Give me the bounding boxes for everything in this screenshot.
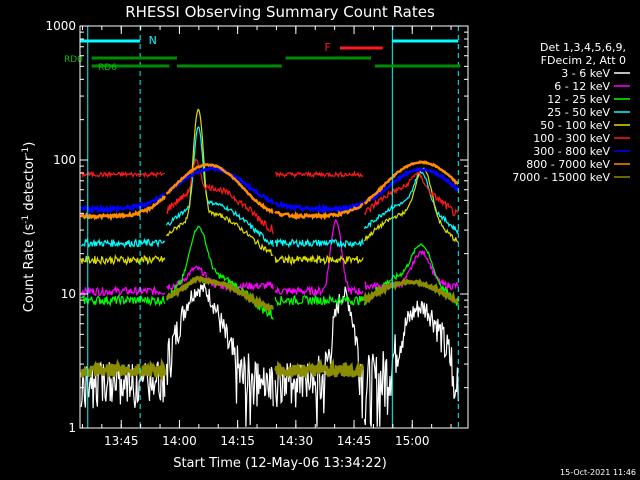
series-line <box>80 192 166 215</box>
rd6-label: RD6 <box>98 63 117 73</box>
y-tick-label: 100 <box>53 153 76 167</box>
series-line <box>363 160 459 205</box>
rd0-label: RD0 <box>64 55 83 65</box>
legend-entry-label: 12 - 25 keV <box>547 93 610 106</box>
legend: Det 1,3,4,5,6,9,FDecim 2, Att 03 - 6 keV… <box>512 41 630 184</box>
series-line <box>79 357 167 383</box>
series-line <box>363 171 459 234</box>
legend-entry-label: 6 - 12 keV <box>554 80 610 93</box>
series-line <box>165 126 274 247</box>
series-line <box>274 286 364 427</box>
timestamp: 15-Oct-2021 11:46 <box>560 468 636 477</box>
legend-entry-label: 50 - 100 keV <box>540 119 610 132</box>
series-line <box>274 199 365 216</box>
series-line <box>363 171 459 217</box>
series-line <box>165 275 275 314</box>
series-layer <box>79 108 460 427</box>
legend-entry-label: 800 - 7000 keV <box>526 158 610 171</box>
legend-header: Det 1,3,4,5,6,9, <box>540 41 626 54</box>
legend-entry-label: 300 - 800 keV <box>533 145 610 158</box>
y-tick-label: 10 <box>61 287 76 301</box>
series-line <box>80 253 166 266</box>
series-line <box>274 237 364 249</box>
x-tick-label: 14:15 <box>220 434 255 448</box>
plot-frame <box>79 25 469 429</box>
x-tick-label: 14:45 <box>337 434 372 448</box>
series-line <box>274 202 364 221</box>
series-line <box>363 300 459 427</box>
x-tick-label: 14:00 <box>162 434 197 448</box>
series-line <box>274 293 364 307</box>
x-tick-label: 15:00 <box>395 434 430 448</box>
series-line <box>81 237 166 249</box>
series-line <box>364 166 460 204</box>
x-tick-label: 13:45 <box>104 434 139 448</box>
series-line <box>274 358 364 379</box>
series-line <box>362 277 460 306</box>
y-axis-label: Count Rate (s-1 detector-1) <box>21 142 37 313</box>
series-line <box>80 360 166 409</box>
flare-label: F <box>324 41 330 54</box>
legend-entry-label: 3 - 6 keV <box>561 67 610 80</box>
series-line <box>165 166 275 205</box>
night-label: N <box>149 34 157 47</box>
series-line <box>80 294 166 307</box>
axes-layer: 1 10 100 1000 13:45 14:00 14:15 14:30 14:45 15:00 <box>45 19 468 448</box>
legend-entry-label: 25 - 50 keV <box>547 106 610 119</box>
series-line <box>166 158 274 235</box>
series-line <box>165 162 274 214</box>
legend-entry-label: 100 - 300 keV <box>533 132 610 145</box>
series-line <box>274 218 364 297</box>
series-line <box>80 195 166 222</box>
y-tick-label: 1000 <box>45 19 76 33</box>
series-line <box>165 282 274 427</box>
series-line <box>363 167 459 243</box>
series-line <box>80 285 166 298</box>
series-line <box>274 254 364 266</box>
legend-entry-label: 7000 - 15000 keV <box>512 171 610 184</box>
x-axis-label: Start Time (12-May-06 13:34:22) <box>173 456 387 471</box>
series-line <box>364 249 459 291</box>
y-tick-label: 1 <box>68 421 76 435</box>
series-line <box>80 170 165 179</box>
series-line <box>274 170 364 179</box>
chart-title: RHESSI Observing Summary Count Rates <box>125 3 435 21</box>
series-line <box>165 108 274 257</box>
flags-layer: N F RD0 RD6 <box>64 26 461 428</box>
x-tick-label: 14:30 <box>279 434 314 448</box>
legend-header: FDecim 2, Att 0 <box>541 54 626 67</box>
